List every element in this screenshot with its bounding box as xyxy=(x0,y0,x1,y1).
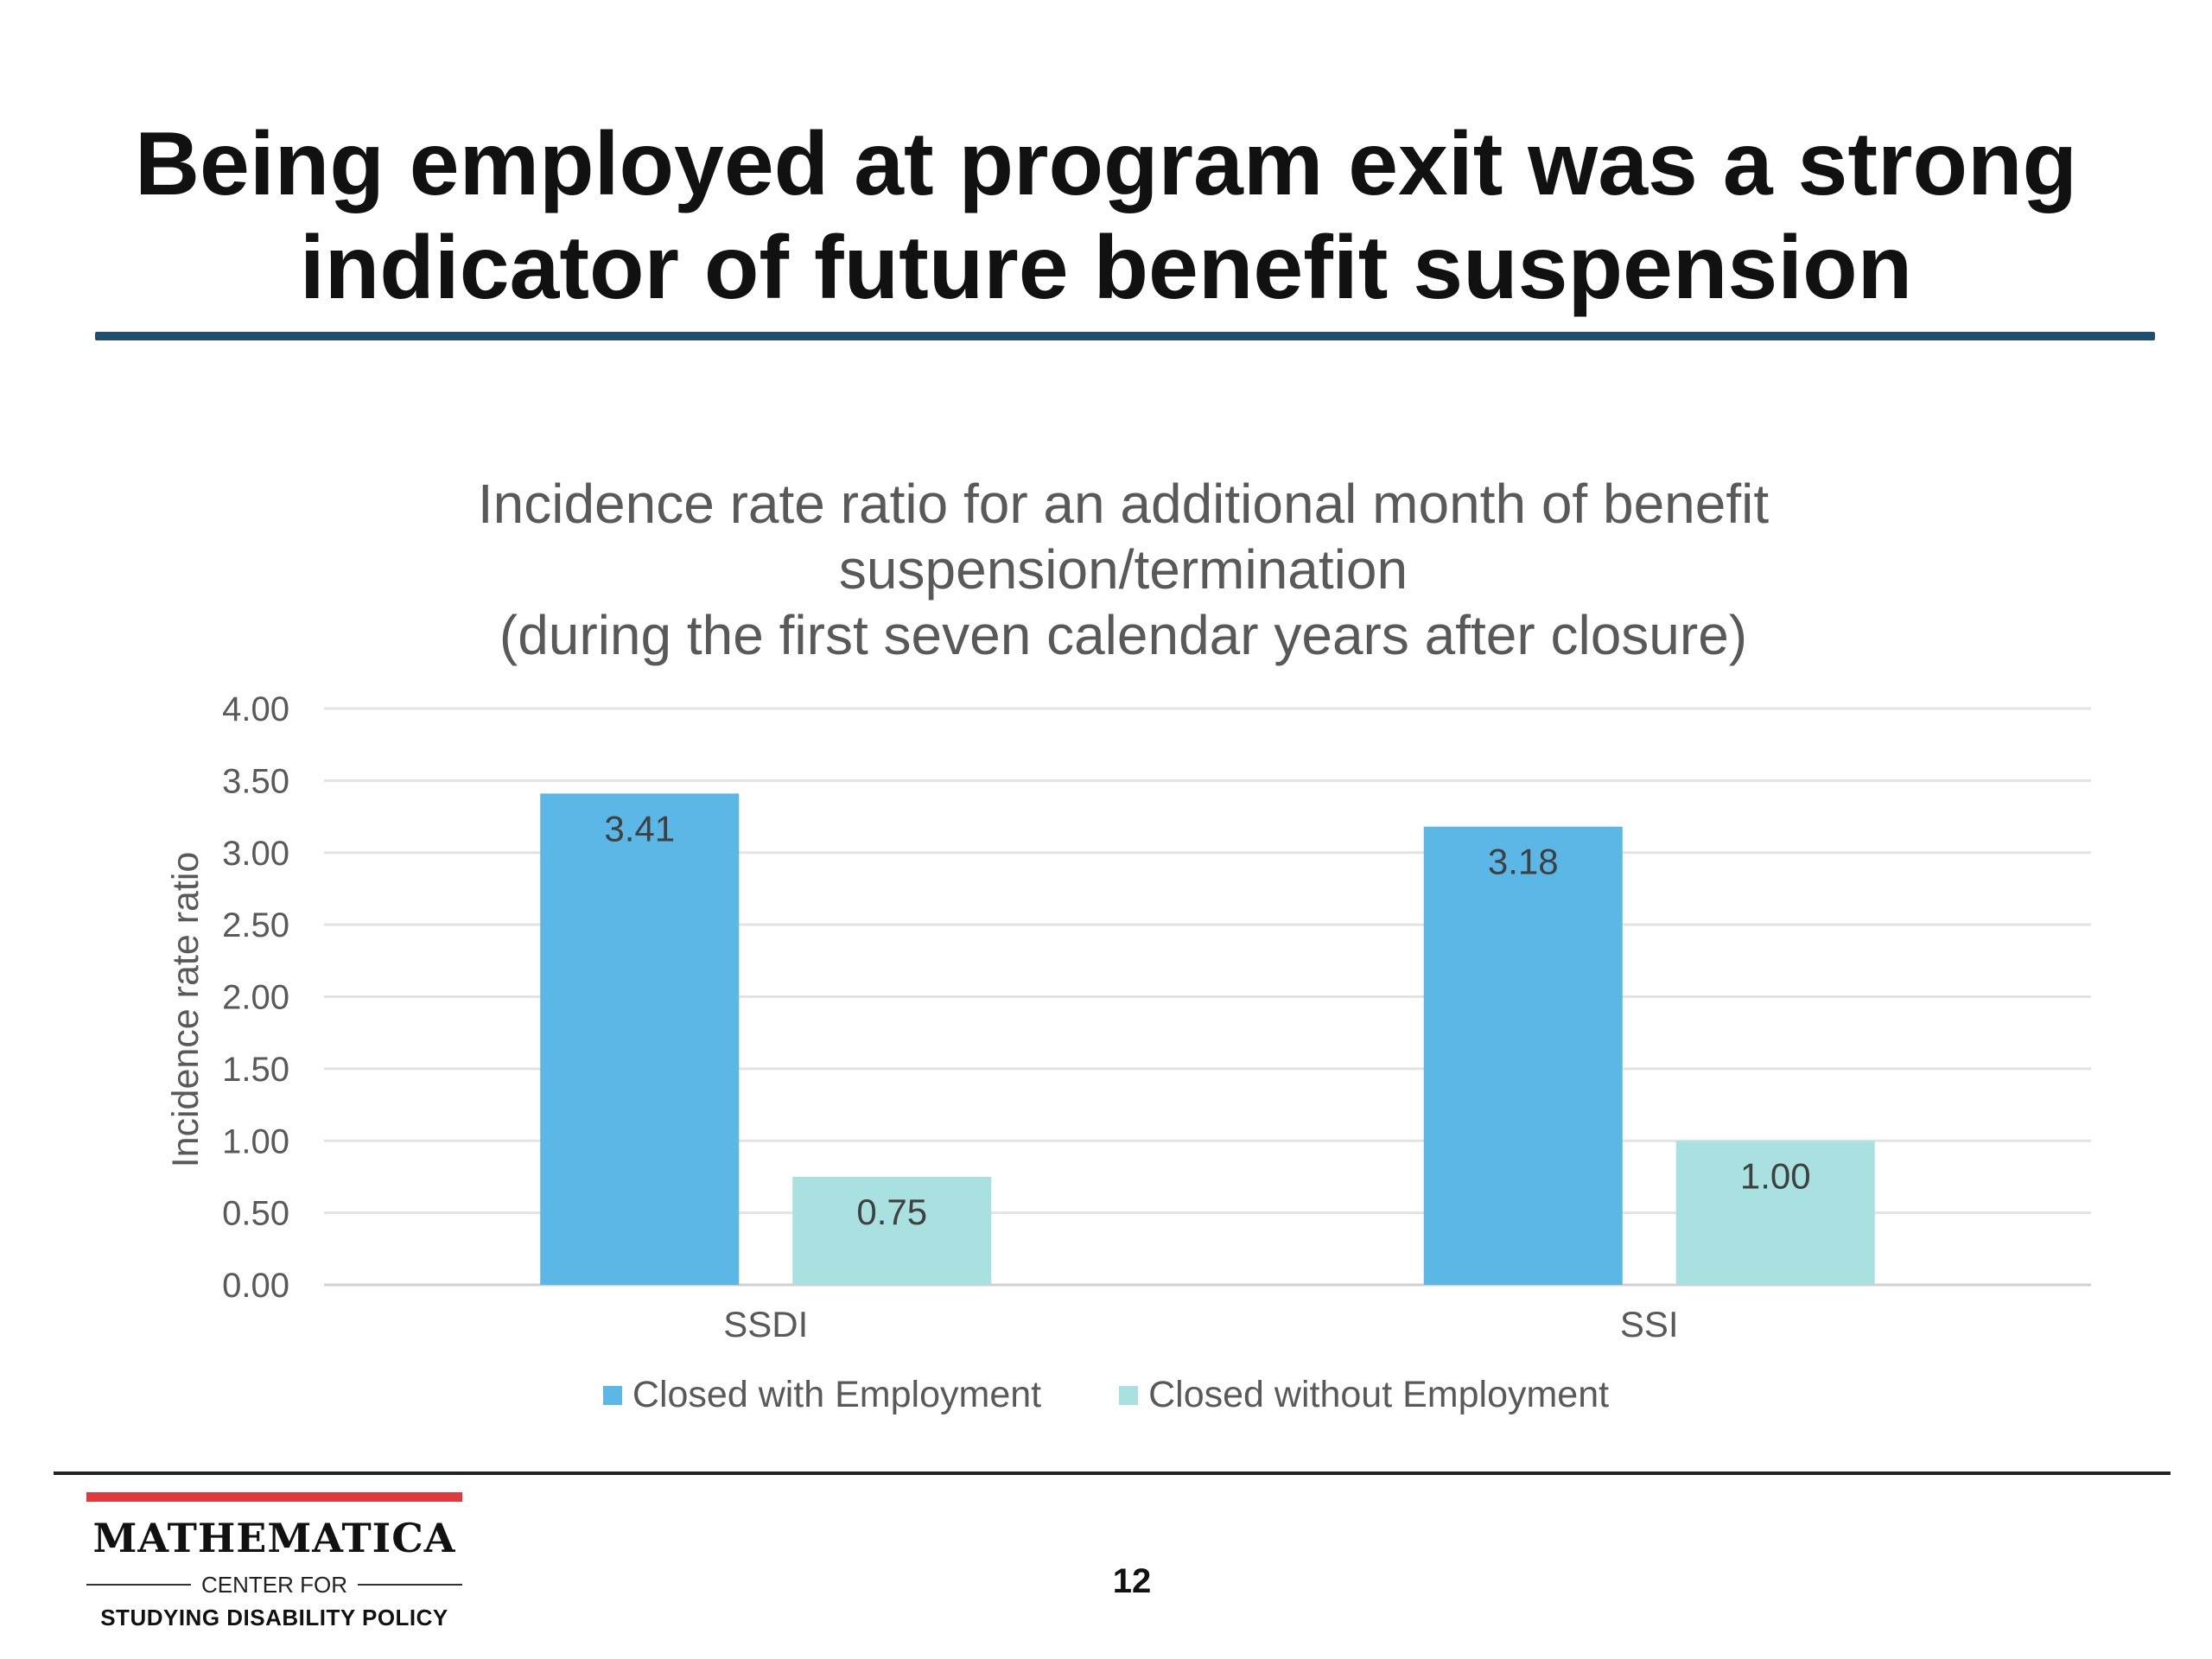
y-tick-label: 3.00 xyxy=(222,835,289,873)
legend-swatch-closed-without-employment xyxy=(1119,1385,1139,1405)
logo-wordmark: MATHEMATICA xyxy=(92,1515,456,1561)
y-tick-label: 0.50 xyxy=(222,1195,289,1233)
y-tick-label: 4.00 xyxy=(222,690,289,728)
slide-title-line-2: indicator of future benefit suspension xyxy=(299,218,1913,318)
bar-data-label: 0.75 xyxy=(856,1192,927,1232)
y-axis-label: Incidence rate ratio xyxy=(165,852,207,1168)
bar xyxy=(792,1176,992,1285)
bar-data-label: 3.41 xyxy=(604,808,675,849)
legend-label-closed-without-employment: Closed without Employment xyxy=(1148,1374,1610,1415)
slide-title: Being employed at program exit was a str… xyxy=(0,112,2212,320)
logo-subtitle-row: CENTER FOR xyxy=(86,1572,462,1598)
y-tick-label: 0.00 xyxy=(222,1267,289,1305)
y-tick-label: 2.00 xyxy=(222,979,289,1017)
legend-item-closed-with-employment: Closed with Employment xyxy=(602,1374,1042,1416)
legend-label-closed-with-employment: Closed with Employment xyxy=(632,1374,1042,1415)
bar xyxy=(1423,826,1623,1285)
slide-title-line-1: Being employed at program exit was a str… xyxy=(134,114,2078,214)
y-tick-label: 2.50 xyxy=(222,906,289,944)
bar-data-label: 3.18 xyxy=(1488,842,1559,882)
bar-chart: 0.00 0.50 1.00 1.50 2.00 2.50 3.00 3.50 4.00 Inci… xyxy=(165,690,2091,1344)
title-divider xyxy=(95,332,2155,340)
chart-title-line-1: Incidence rate ratio for an additional m… xyxy=(477,473,1770,535)
logo-subtitle-2: STUDYING DISABILITY POLICY xyxy=(100,1605,448,1630)
logo-rule-left xyxy=(86,1584,191,1586)
legend-item-closed-without-employment: Closed without Employment xyxy=(1119,1374,1609,1416)
chart-title-line-3: (during the first seven calendar years a… xyxy=(499,604,1748,666)
chart-title-line-2: suspension/termination xyxy=(838,538,1408,601)
logo-subtitle-1: CENTER FOR xyxy=(201,1571,347,1598)
y-tick-label: 1.00 xyxy=(222,1122,289,1160)
chart-legend: Closed with Employment Closed without Em… xyxy=(0,1374,2212,1416)
x-category-label: SSDI xyxy=(723,1304,808,1344)
mathematica-logo: MATHEMATICA CENTER FOR STUDYING DISABILI… xyxy=(86,1492,462,1639)
page-number: 12 xyxy=(1112,1562,1152,1600)
bar-data-label: 1.00 xyxy=(1740,1155,1811,1196)
x-category-label: SSI xyxy=(1620,1304,1679,1344)
bar xyxy=(1675,1141,1875,1285)
bar xyxy=(540,793,740,1285)
y-tick-label: 3.50 xyxy=(222,762,289,800)
footer-divider xyxy=(54,1471,2171,1475)
logo-rule-right xyxy=(358,1584,462,1586)
logo-accent-bar xyxy=(86,1492,462,1502)
y-tick-label: 1.50 xyxy=(222,1051,289,1089)
legend-swatch-closed-with-employment xyxy=(602,1385,622,1405)
chart-title: Incidence rate ratio for an additional m… xyxy=(0,471,2212,668)
